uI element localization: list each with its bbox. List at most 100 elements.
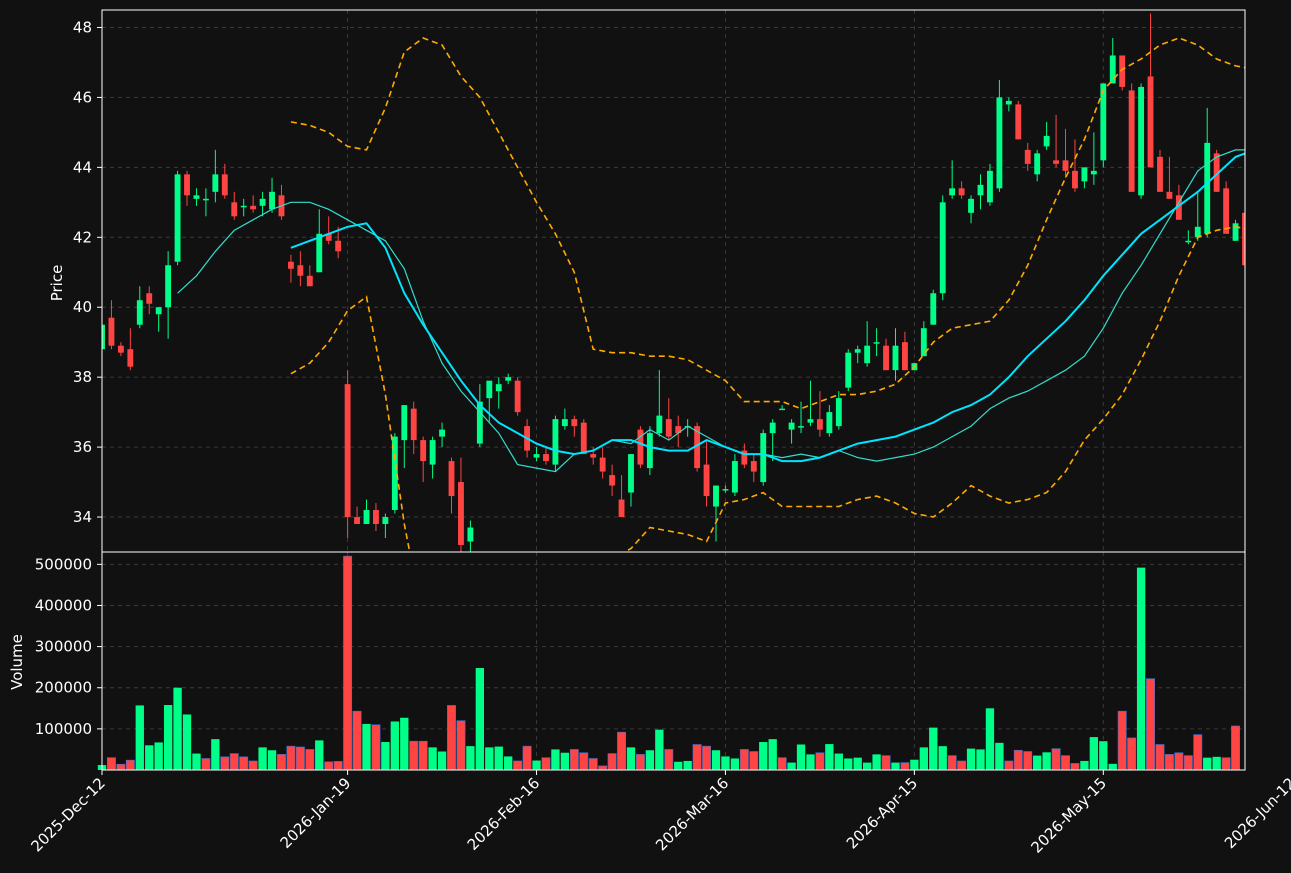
volume-bar: [711, 750, 721, 770]
candle-body: [240, 205, 247, 208]
volume-bar: [1051, 748, 1061, 771]
volume-bar: [1174, 752, 1184, 771]
volume-bar: [1080, 760, 1089, 770]
volume-bar: [768, 739, 777, 770]
volume-bar: [976, 749, 985, 770]
candle-body: [193, 195, 200, 199]
volume-bar: [211, 739, 220, 770]
candle-body: [146, 293, 153, 304]
volume-bar: [777, 757, 787, 771]
volume-bar: [315, 740, 324, 770]
volume-bar: [532, 760, 541, 770]
volume-bar: [494, 746, 503, 770]
volume-bar: [957, 760, 967, 771]
candle-body: [665, 419, 672, 437]
candle-body: [212, 174, 219, 192]
volume-bar: [173, 687, 182, 770]
volume-bar: [1203, 757, 1212, 770]
candle-body: [779, 408, 786, 411]
volume-bar: [1231, 725, 1241, 771]
candle-body: [1185, 240, 1192, 243]
volume-bar: [390, 721, 399, 770]
candle-body: [807, 419, 814, 423]
volume-bar: [966, 748, 976, 770]
volume-bar: [834, 753, 843, 770]
candle-body: [420, 440, 427, 462]
candle-body: [335, 240, 342, 252]
candle-body: [136, 300, 143, 325]
candle-body: [1204, 142, 1211, 234]
volume-bar: [1108, 763, 1117, 770]
candle-body: [1024, 149, 1031, 164]
candle-body: [117, 345, 124, 353]
volume-axis-title: Volume: [8, 634, 26, 690]
volume-bar: [1033, 755, 1042, 770]
volume-bar: [607, 753, 617, 771]
volume-bar: [428, 747, 437, 770]
bollinger-band-line: [290, 225, 1245, 552]
volume-bar: [825, 744, 834, 770]
candle-body: [599, 457, 606, 472]
candle-body: [788, 422, 795, 430]
candle-body: [127, 349, 134, 367]
candle-body: [259, 198, 266, 206]
candle-body: [675, 426, 682, 434]
volume-bar: [749, 751, 759, 771]
candle-body: [835, 398, 842, 427]
x-tick-label: 2025-Dec-12: [27, 774, 108, 855]
volume-bar: [277, 754, 286, 771]
volume-bar: [362, 723, 371, 770]
candle-body: [741, 450, 748, 465]
candle-body: [656, 415, 663, 434]
volume-bar: [815, 752, 825, 771]
volume-bar: [919, 747, 928, 770]
volume-bar: [504, 756, 513, 770]
candle-body: [939, 202, 946, 294]
candle-body: [816, 419, 823, 430]
volume-bar: [674, 761, 683, 770]
volume-bar: [929, 727, 938, 770]
volume-bar: [135, 705, 144, 770]
volume-bar: [1164, 754, 1174, 771]
candle-body: [646, 433, 653, 469]
candle-body: [458, 482, 464, 546]
volume-bar: [248, 760, 258, 771]
volume-bar: [844, 758, 853, 770]
bollinger-band-line: [290, 37, 1245, 410]
candle-body: [1062, 160, 1069, 171]
candle-body: [977, 184, 984, 196]
volume-bar: [1023, 751, 1033, 771]
volume-bar: [1212, 756, 1221, 770]
candle-body: [287, 261, 294, 269]
candle-body: [949, 188, 956, 196]
volume-bar: [635, 754, 645, 771]
candle-body: [1232, 223, 1239, 241]
x-tick-label: 2026-Mar-16: [652, 774, 732, 854]
volume-bar: [985, 708, 995, 770]
volume-bar: [1099, 741, 1108, 770]
volume-bar: [1070, 763, 1080, 771]
candle-body: [1138, 86, 1145, 196]
volume-bar: [617, 731, 627, 771]
candle-body: [514, 380, 521, 413]
volume-bar: [626, 747, 636, 770]
volume-bar: [333, 761, 343, 771]
candle-body: [930, 293, 937, 325]
candle-body: [495, 384, 502, 392]
candle-body: [580, 422, 587, 455]
volume-tick-label: 100000: [35, 720, 92, 738]
volume-bar: [447, 705, 456, 771]
volume-bar: [947, 755, 957, 771]
volume-bar: [853, 757, 862, 770]
price-plot-area: [102, 13, 1245, 552]
candle-body: [1119, 55, 1126, 87]
volume-bar: [730, 758, 740, 770]
candle-body: [628, 454, 634, 493]
candle-body: [750, 461, 757, 472]
candle-body: [826, 412, 833, 434]
candle-body: [410, 408, 417, 441]
volume-bar: [1117, 710, 1127, 771]
volume-bar: [154, 742, 163, 770]
volume-bar: [910, 759, 919, 770]
candle-body: [760, 433, 767, 483]
